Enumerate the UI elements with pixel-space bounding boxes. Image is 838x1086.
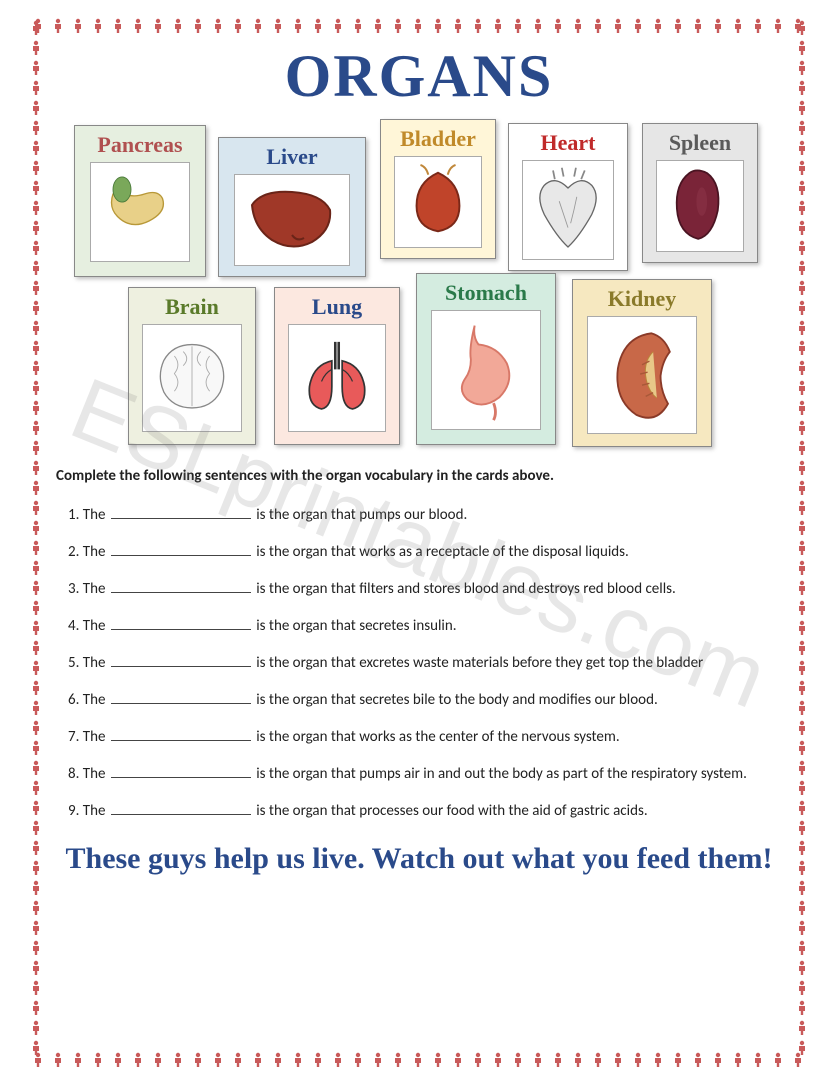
organ-image-stomach bbox=[431, 310, 541, 430]
organ-card-heart: Heart bbox=[508, 123, 628, 271]
organ-card-bladder: Bladder bbox=[380, 119, 496, 259]
question-list: The is the organ that pumps our blood. Th… bbox=[56, 499, 782, 828]
question-item: The is the organ that works as a recepta… bbox=[64, 536, 782, 569]
organ-image-heart bbox=[522, 160, 614, 260]
page-title: ORGANS bbox=[56, 42, 782, 111]
organ-label-spleen: Spleen bbox=[669, 130, 731, 156]
question-item: The is the organ that secretes bile to t… bbox=[64, 684, 782, 717]
organ-card-liver: Liver bbox=[218, 137, 366, 277]
instructions-text: Complete the following sentences with th… bbox=[56, 467, 782, 485]
organ-label-lung: Lung bbox=[312, 294, 362, 320]
fill-blank[interactable] bbox=[111, 803, 251, 815]
organ-image-pancreas bbox=[90, 162, 190, 262]
organ-card-stomach: Stomach bbox=[416, 273, 556, 445]
organ-image-lung bbox=[288, 324, 386, 432]
organ-card-spleen: Spleen bbox=[642, 123, 758, 263]
organ-label-liver: Liver bbox=[266, 144, 317, 170]
fill-blank[interactable] bbox=[111, 618, 251, 630]
organ-label-pancreas: Pancreas bbox=[97, 132, 182, 158]
question-item: The is the organ that excretes waste mat… bbox=[64, 647, 782, 680]
question-item: The is the organ that processes our food… bbox=[64, 795, 782, 828]
organ-label-brain: Brain bbox=[165, 294, 219, 320]
fill-blank[interactable] bbox=[111, 507, 251, 519]
fill-blank[interactable] bbox=[111, 544, 251, 556]
organ-card-brain: Brain bbox=[128, 287, 256, 445]
fill-blank[interactable] bbox=[111, 655, 251, 667]
organ-card-kidney: Kidney bbox=[572, 279, 712, 447]
question-item: The is the organ that works as the cente… bbox=[64, 721, 782, 754]
fill-blank[interactable] bbox=[111, 729, 251, 741]
organ-cards-area: Pancreas Liver Bladder Heart Spleen Brain Lung… bbox=[56, 119, 782, 459]
footer-message: These guys help us live. Watch out what … bbox=[56, 840, 782, 878]
organ-label-bladder: Bladder bbox=[400, 126, 476, 152]
organ-label-heart: Heart bbox=[541, 130, 596, 156]
organ-image-kidney bbox=[587, 316, 697, 434]
question-item: The is the organ that secretes insulin. bbox=[64, 610, 782, 643]
question-item: The is the organ that filters and stores… bbox=[64, 573, 782, 606]
organ-image-bladder bbox=[394, 156, 482, 248]
fill-blank[interactable] bbox=[111, 766, 251, 778]
organ-image-liver bbox=[234, 174, 350, 266]
organ-label-kidney: Kidney bbox=[608, 286, 676, 312]
fill-blank[interactable] bbox=[111, 581, 251, 593]
question-item: The is the organ that pumps our blood. bbox=[64, 499, 782, 532]
organ-image-brain bbox=[142, 324, 242, 432]
worksheet-content: ORGANS Pancreas Liver Bladder Heart Spleen Br… bbox=[56, 42, 782, 1044]
fill-blank[interactable] bbox=[111, 692, 251, 704]
question-item: The is the organ that pumps air in and o… bbox=[64, 758, 782, 791]
organ-label-stomach: Stomach bbox=[445, 280, 527, 306]
organ-card-pancreas: Pancreas bbox=[74, 125, 206, 277]
organ-image-spleen bbox=[656, 160, 744, 252]
organ-card-lung: Lung bbox=[274, 287, 400, 445]
